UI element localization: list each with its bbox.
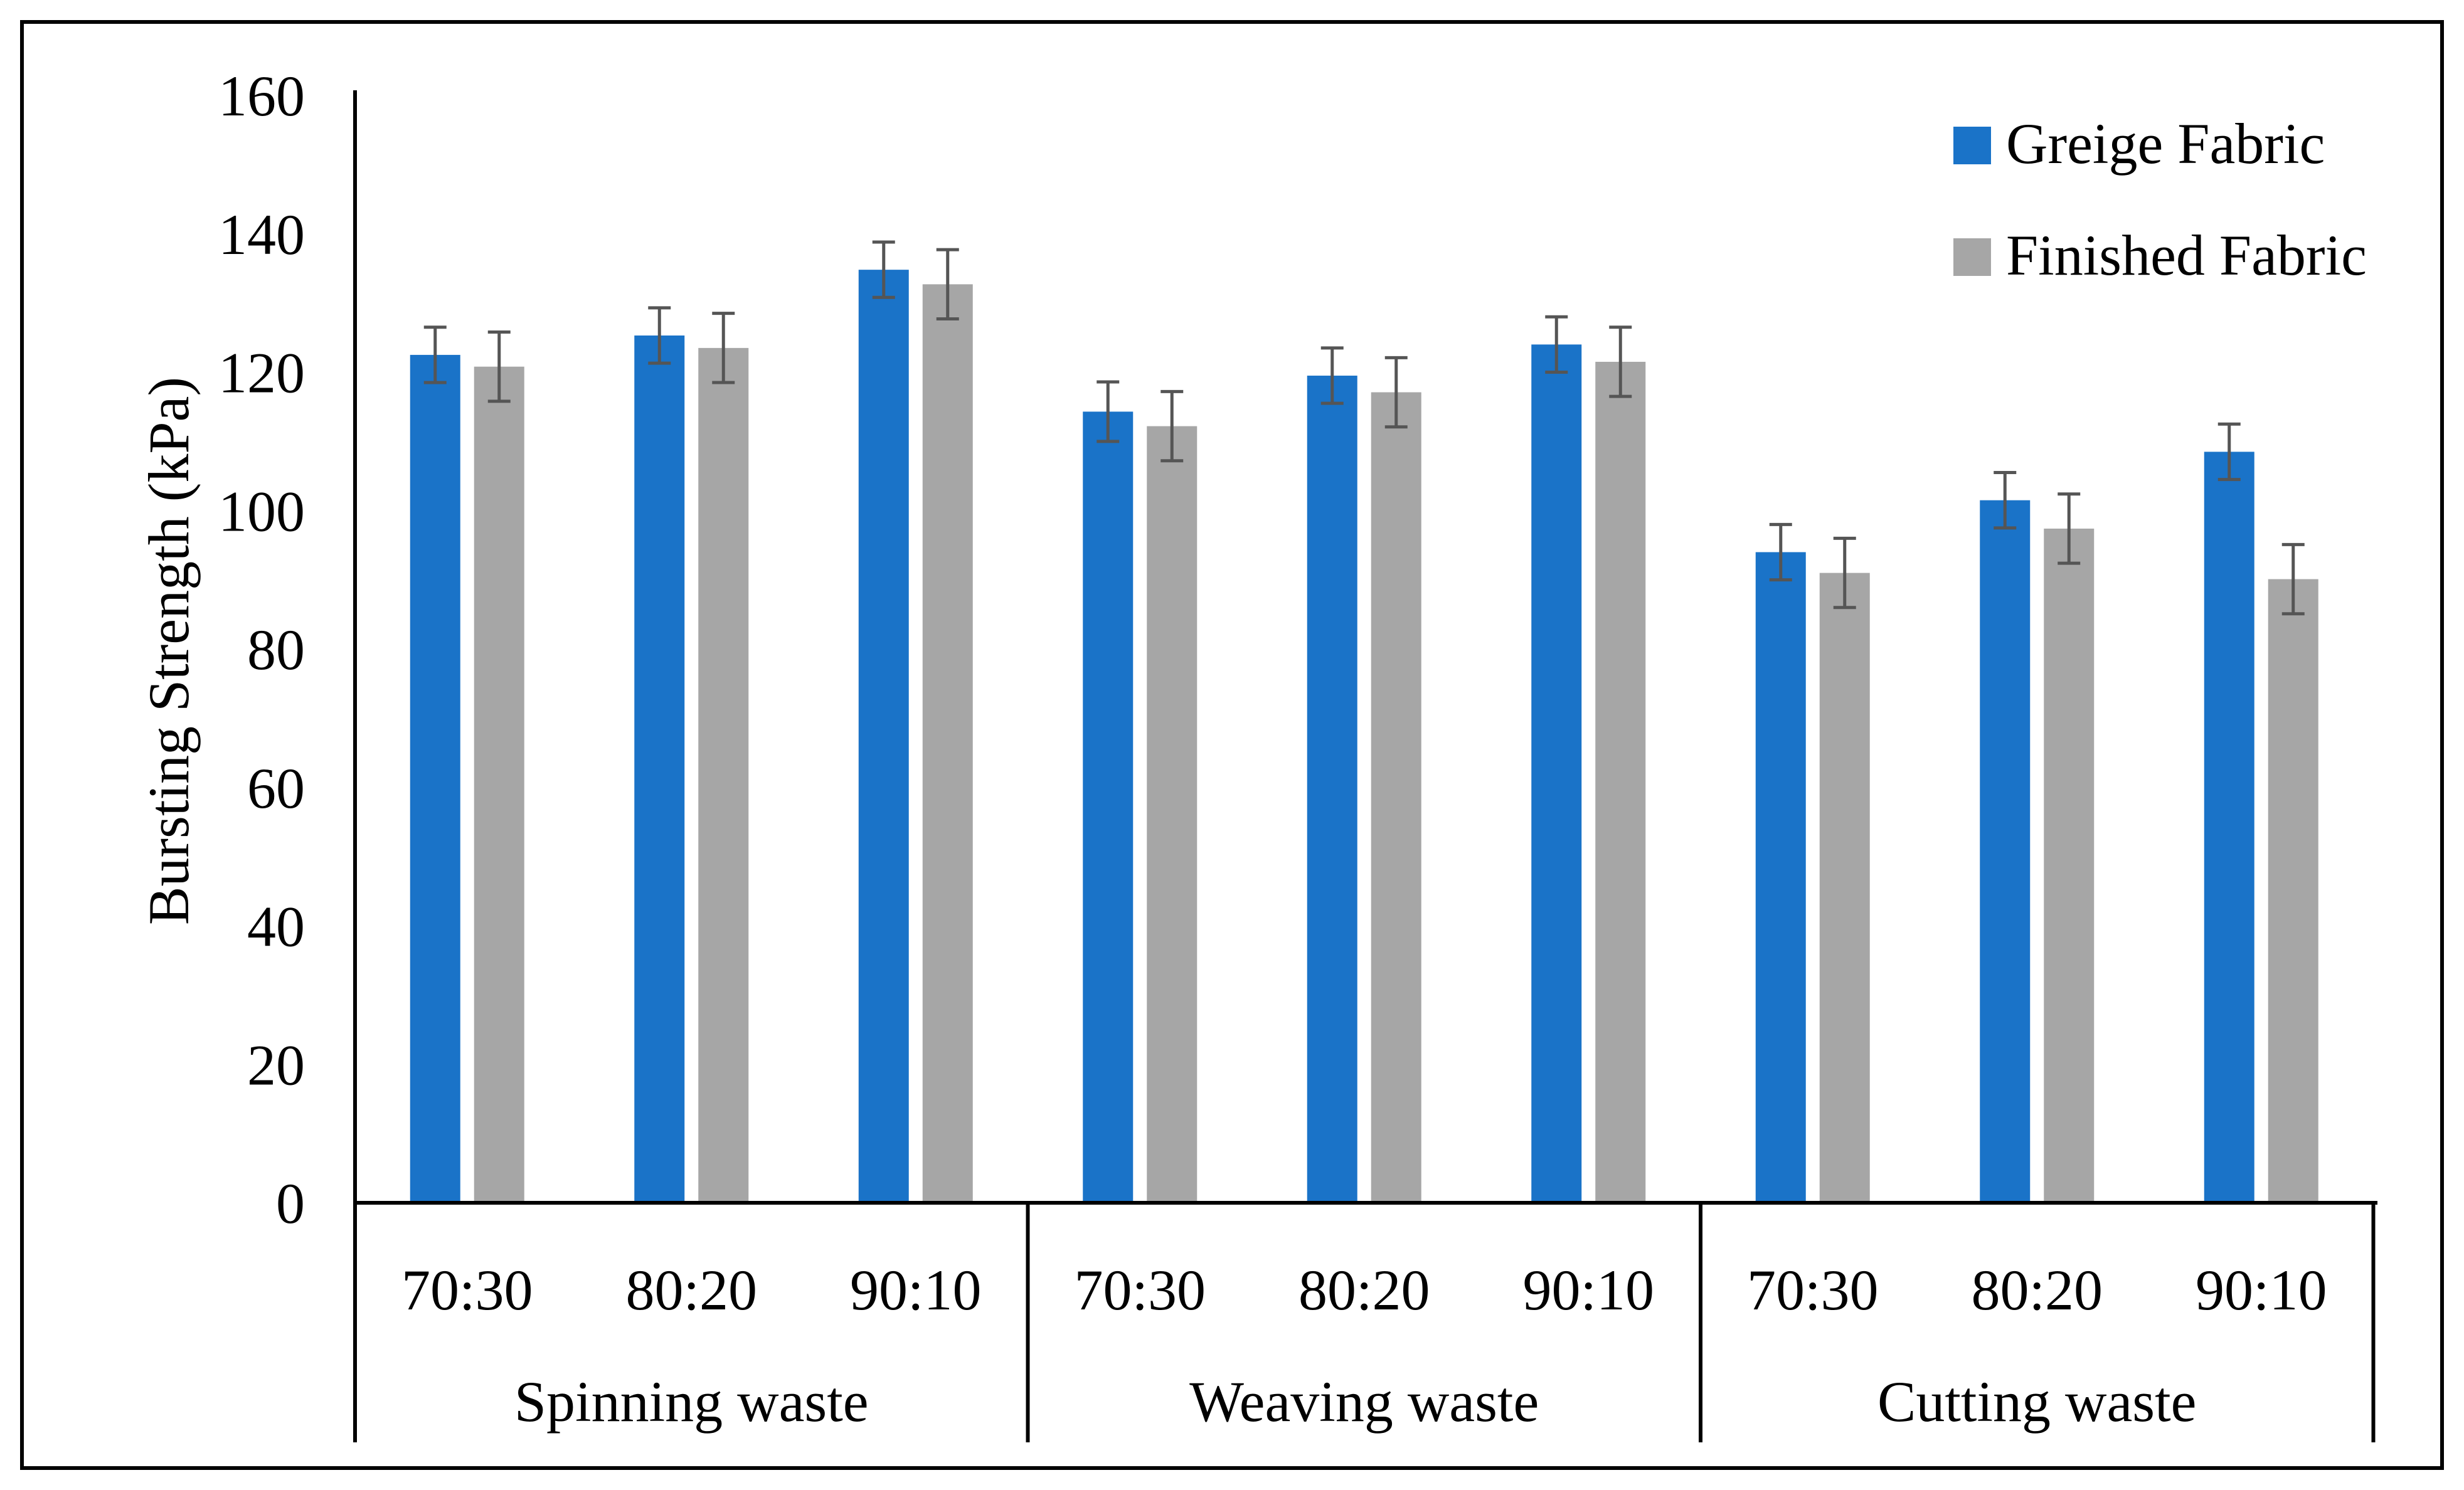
y-tick-label: 160 xyxy=(218,64,305,128)
x-category-label: 80:20 xyxy=(1298,1258,1430,1322)
bar-finished-fabric xyxy=(1147,426,1197,1203)
y-tick-label: 120 xyxy=(218,341,305,405)
x-category-label: 80:20 xyxy=(625,1258,757,1322)
bar-greige-fabric xyxy=(1083,411,1134,1203)
bar-greige-fabric xyxy=(1531,344,1582,1203)
bar-finished-fabric xyxy=(1595,361,1646,1203)
bar-greige-fabric xyxy=(634,336,685,1203)
bar-finished-fabric xyxy=(1371,392,1421,1203)
x-category-label: 90:10 xyxy=(1522,1258,1654,1322)
bar-marks xyxy=(410,270,2318,1203)
bar-finished-fabric xyxy=(474,366,524,1203)
legend-label: Finished Fabric xyxy=(2006,223,2367,287)
legend: Greige Fabric Finished Fabric xyxy=(1953,112,2367,287)
bar-greige-fabric xyxy=(410,354,460,1203)
bar-finished-fabric xyxy=(2268,579,2318,1203)
bar-greige-fabric xyxy=(1307,376,1357,1203)
bar-finished-fabric xyxy=(2044,528,2095,1203)
y-axis-ticks: 0 20 40 60 80 100 120 140 160 xyxy=(218,64,305,1235)
bar-finished-fabric xyxy=(922,284,973,1203)
error-bars xyxy=(423,240,2305,616)
y-tick-label: 60 xyxy=(247,756,305,820)
legend-swatch-greige-fabric xyxy=(1953,127,1991,164)
x-group-label: Cutting waste xyxy=(1877,1370,2197,1434)
bar-greige-fabric xyxy=(1980,500,2031,1203)
bar-chart: 0 20 40 60 80 100 120 140 160 70:30 80:20 90:10 Spi… xyxy=(137,64,2377,1442)
x-category-label: 70:30 xyxy=(1074,1258,1206,1322)
bar-greige-fabric xyxy=(2204,452,2254,1203)
chart-frame: 0 20 40 60 80 100 120 140 160 70:30 80:20 90:10 Spi… xyxy=(20,20,2444,1470)
legend-swatch-finished-fabric xyxy=(1953,238,1991,276)
y-tick-label: 80 xyxy=(247,618,305,682)
x-category-label: 70:30 xyxy=(1747,1258,1879,1322)
y-tick-label: 20 xyxy=(247,1033,305,1097)
x-category-label: 70:30 xyxy=(401,1258,533,1322)
y-tick-label: 100 xyxy=(218,479,305,543)
y-tick-label: 40 xyxy=(247,895,305,959)
x-category-label: 90:10 xyxy=(850,1258,982,1322)
x-group-label: Weaving waste xyxy=(1189,1370,1539,1434)
x-group-label: Spinning waste xyxy=(514,1370,869,1434)
x-axis-labels: 70:30 80:20 90:10 Spinning waste 70:30 80:20 9… xyxy=(401,1258,2327,1434)
y-tick-label: 0 xyxy=(276,1171,305,1235)
bar-finished-fabric xyxy=(1819,573,1870,1203)
x-category-label: 90:10 xyxy=(2196,1258,2327,1322)
x-category-label: 80:20 xyxy=(1971,1258,2103,1322)
bar-finished-fabric xyxy=(698,347,749,1203)
bar-greige-fabric xyxy=(1755,552,1806,1203)
y-axis-title: Bursting Strength (kPa) xyxy=(137,377,201,925)
y-tick-label: 140 xyxy=(218,203,305,267)
x-axis xyxy=(355,1201,2377,1442)
legend-label: Greige Fabric xyxy=(2006,112,2325,176)
bar-greige-fabric xyxy=(858,270,909,1203)
